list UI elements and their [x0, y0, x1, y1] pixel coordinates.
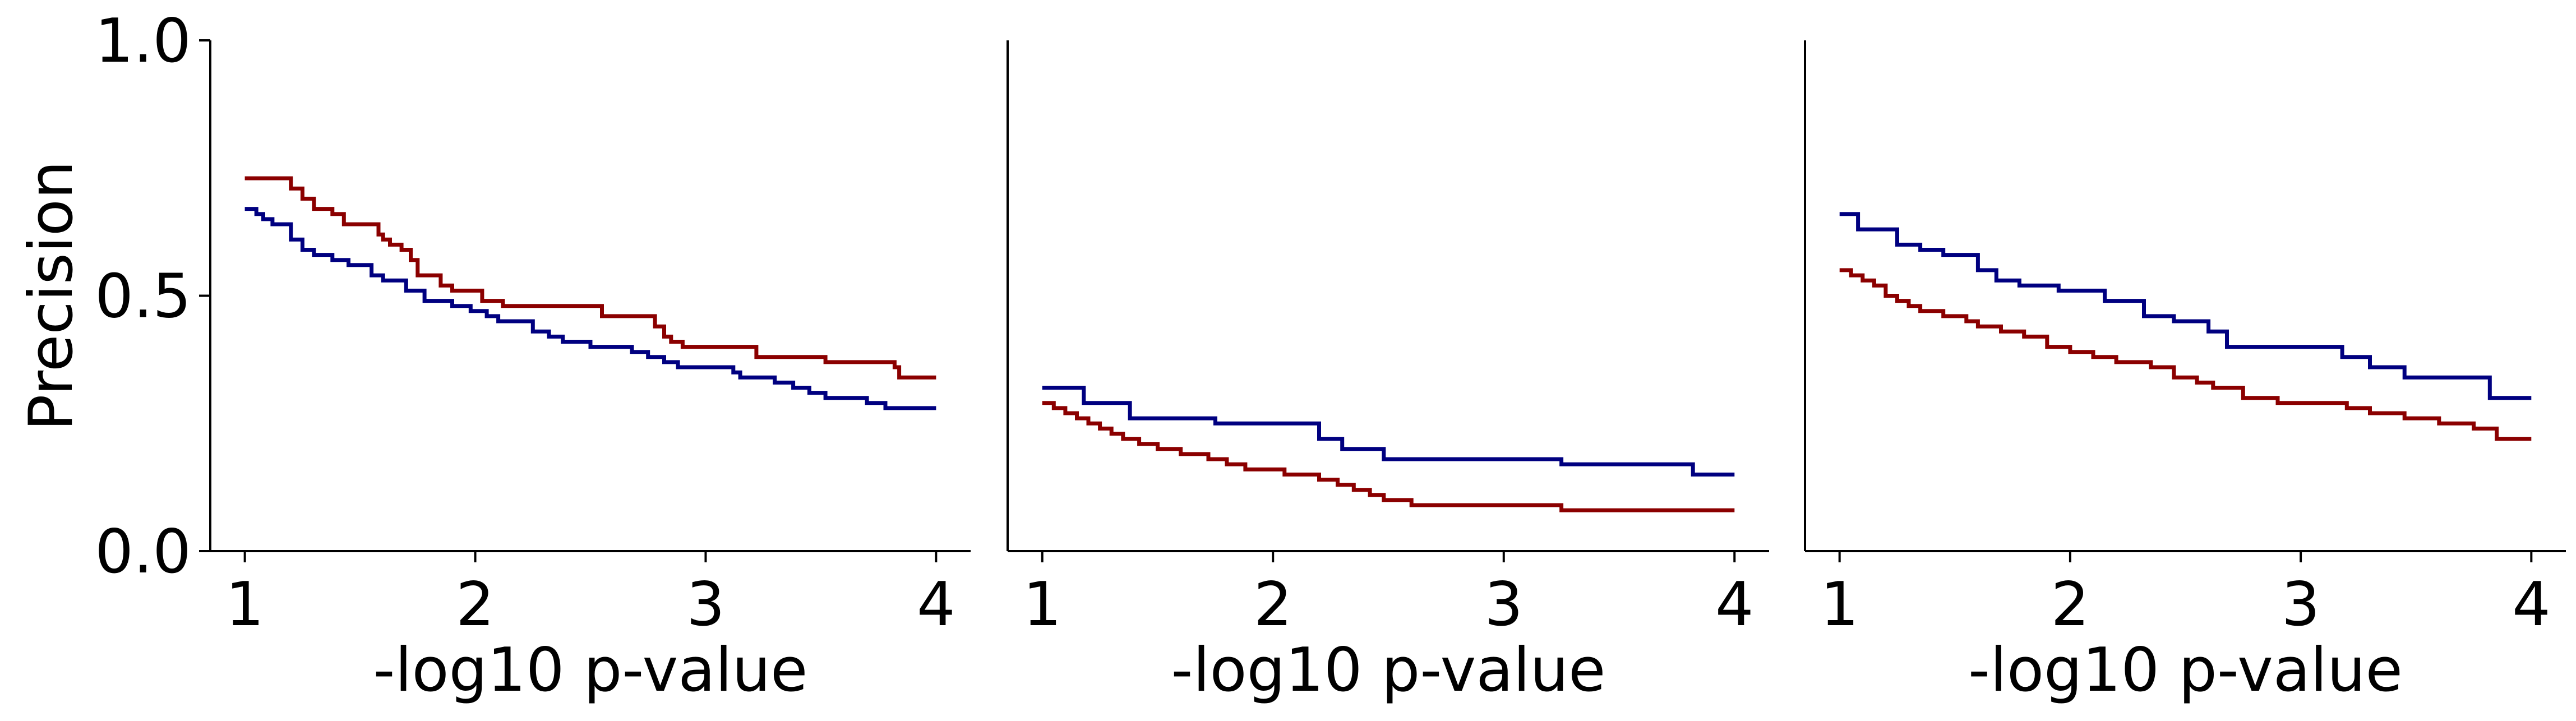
panel-1-x-tick-label: 2	[456, 570, 495, 640]
panel-1-y-tick-label: 1.0	[95, 6, 191, 76]
panel-1-y-tick-label: 0.0	[95, 517, 191, 587]
panel-2-x-tick-label: 1	[1023, 570, 1061, 640]
panel-2-x-tick-label: 2	[1254, 570, 1292, 640]
panel-2-x-tick-label: 3	[1484, 570, 1523, 640]
panel-1-y-axis-label: Precision	[16, 161, 86, 431]
panel-2-series-line-1	[1042, 401, 1735, 512]
panel-2: 1 2 3 4 -log10 p-value	[1007, 40, 1769, 705]
panel-3-x-tick-label: 1	[1820, 570, 1859, 640]
panel-2-series-line-2	[1042, 386, 1735, 477]
panel-3: 1 2 3 4 -log10 p-value	[1804, 40, 2566, 705]
panel-3-x-tick-label: 4	[2512, 570, 2551, 640]
panel-1: 1 2 3 4 0.0 0.5 1.0 -log10 p-value Precision	[16, 6, 971, 705]
panel-2-x-tick-label: 4	[1715, 570, 1754, 640]
panel-1-x-axis-label: -log10 p-value	[373, 635, 808, 705]
panel-1-series-line-2	[244, 207, 936, 410]
panel-3-x-axis-label: -log10 p-value	[1968, 635, 2403, 705]
panel-1-x-tick-label: 1	[225, 570, 264, 640]
panel-3-series-line-2	[1839, 212, 2532, 400]
panel-2-x-axis-label: -log10 p-value	[1171, 635, 1606, 705]
panel-1-series-line-1	[244, 176, 936, 380]
panel-3-x-tick-label: 3	[2282, 570, 2320, 640]
panel-1-y-tick-label: 0.5	[95, 262, 191, 332]
panel-1-x-tick-label: 4	[917, 570, 955, 640]
panel-3-x-tick-label: 2	[2051, 570, 2090, 640]
panel-1-x-tick-label: 3	[686, 570, 725, 640]
panel-3-series-line-1	[1839, 268, 2532, 441]
